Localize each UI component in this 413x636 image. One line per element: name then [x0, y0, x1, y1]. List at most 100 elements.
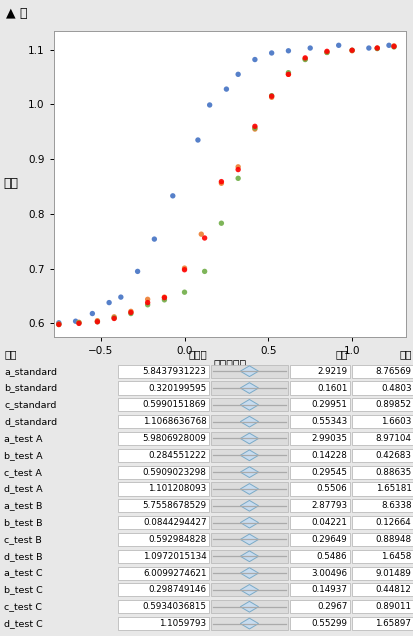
Text: c_test A: c_test A [4, 467, 42, 476]
Point [117, 292, 124, 302]
Point [323, 47, 330, 57]
FancyBboxPatch shape [351, 617, 413, 630]
FancyBboxPatch shape [351, 533, 413, 546]
Text: 0.89852: 0.89852 [375, 400, 411, 410]
Text: 0.284551222: 0.284551222 [148, 451, 206, 460]
FancyBboxPatch shape [118, 499, 209, 513]
Point [94, 317, 100, 327]
Text: 0.88635: 0.88635 [374, 467, 411, 476]
Point [348, 46, 354, 56]
Point [127, 307, 134, 317]
FancyBboxPatch shape [351, 583, 413, 597]
FancyBboxPatch shape [118, 516, 209, 529]
Text: 0.5486: 0.5486 [316, 552, 347, 561]
FancyBboxPatch shape [289, 483, 349, 495]
FancyBboxPatch shape [351, 398, 413, 411]
Point [385, 40, 392, 50]
Polygon shape [240, 618, 258, 629]
Point [72, 316, 79, 326]
Text: 0.29649: 0.29649 [311, 535, 347, 544]
Point [285, 69, 291, 80]
Point [251, 124, 258, 134]
Point [127, 307, 134, 317]
Point [197, 229, 204, 239]
FancyBboxPatch shape [351, 364, 413, 378]
Point [234, 173, 241, 183]
Polygon shape [240, 433, 258, 444]
Text: 0.42683: 0.42683 [375, 451, 411, 460]
Polygon shape [240, 450, 258, 460]
FancyBboxPatch shape [118, 483, 209, 495]
Text: d_standard: d_standard [4, 417, 57, 426]
FancyBboxPatch shape [118, 550, 209, 563]
Text: 0.55343: 0.55343 [310, 417, 347, 426]
Polygon shape [240, 501, 258, 511]
Text: 0.44812: 0.44812 [375, 585, 411, 595]
Point [201, 233, 207, 243]
Polygon shape [240, 467, 258, 478]
Text: 6.0099274621: 6.0099274621 [143, 569, 206, 577]
Text: b_standard: b_standard [4, 384, 57, 392]
FancyBboxPatch shape [211, 567, 287, 579]
Point [144, 294, 151, 305]
Polygon shape [240, 366, 258, 377]
Text: 1.101208093: 1.101208093 [148, 485, 206, 494]
Text: 1.65897: 1.65897 [375, 619, 411, 628]
FancyBboxPatch shape [118, 617, 209, 630]
Text: d_test A: d_test A [4, 485, 43, 494]
Point [55, 319, 62, 329]
Point [111, 314, 117, 324]
Polygon shape [240, 417, 258, 427]
Point [76, 318, 82, 328]
Point [161, 294, 167, 305]
FancyBboxPatch shape [118, 382, 209, 394]
Point [373, 43, 380, 53]
Point [268, 91, 274, 101]
FancyBboxPatch shape [351, 567, 413, 579]
FancyBboxPatch shape [211, 398, 287, 411]
FancyBboxPatch shape [211, 600, 287, 613]
Text: b_test A: b_test A [4, 451, 43, 460]
Point [268, 90, 274, 100]
Point [181, 265, 188, 275]
Polygon shape [240, 534, 258, 545]
Text: 1.6458: 1.6458 [380, 552, 411, 561]
FancyBboxPatch shape [211, 432, 287, 445]
Polygon shape [240, 551, 258, 562]
Point [76, 318, 82, 328]
Point [201, 266, 207, 277]
Polygon shape [240, 602, 258, 612]
FancyBboxPatch shape [289, 600, 349, 613]
Text: 0.14228: 0.14228 [311, 451, 347, 460]
Point [268, 48, 274, 58]
FancyBboxPatch shape [351, 550, 413, 563]
Text: 0.320199595: 0.320199595 [148, 384, 206, 392]
FancyBboxPatch shape [211, 617, 287, 630]
Point [111, 313, 117, 323]
Point [169, 191, 176, 201]
FancyBboxPatch shape [118, 466, 209, 479]
Text: 1.65181: 1.65181 [375, 485, 411, 494]
Point [218, 177, 224, 187]
FancyBboxPatch shape [351, 382, 413, 394]
FancyBboxPatch shape [289, 617, 349, 630]
Text: 2.87793: 2.87793 [311, 501, 347, 510]
Text: a_test A: a_test A [4, 434, 43, 443]
Point [251, 121, 258, 132]
Point [89, 308, 95, 319]
Point [335, 40, 341, 50]
Text: 0.5990151869: 0.5990151869 [142, 400, 206, 410]
Text: c_test C: c_test C [4, 602, 42, 611]
FancyBboxPatch shape [289, 466, 349, 479]
FancyBboxPatch shape [289, 415, 349, 428]
FancyBboxPatch shape [211, 415, 287, 428]
Text: 0.04221: 0.04221 [311, 518, 347, 527]
FancyBboxPatch shape [118, 449, 209, 462]
Point [144, 298, 151, 308]
Point [301, 53, 308, 63]
Point [55, 318, 62, 328]
Text: 8.97104: 8.97104 [375, 434, 411, 443]
Text: 2.9219: 2.9219 [316, 367, 347, 376]
Polygon shape [240, 517, 258, 528]
FancyBboxPatch shape [289, 432, 349, 445]
